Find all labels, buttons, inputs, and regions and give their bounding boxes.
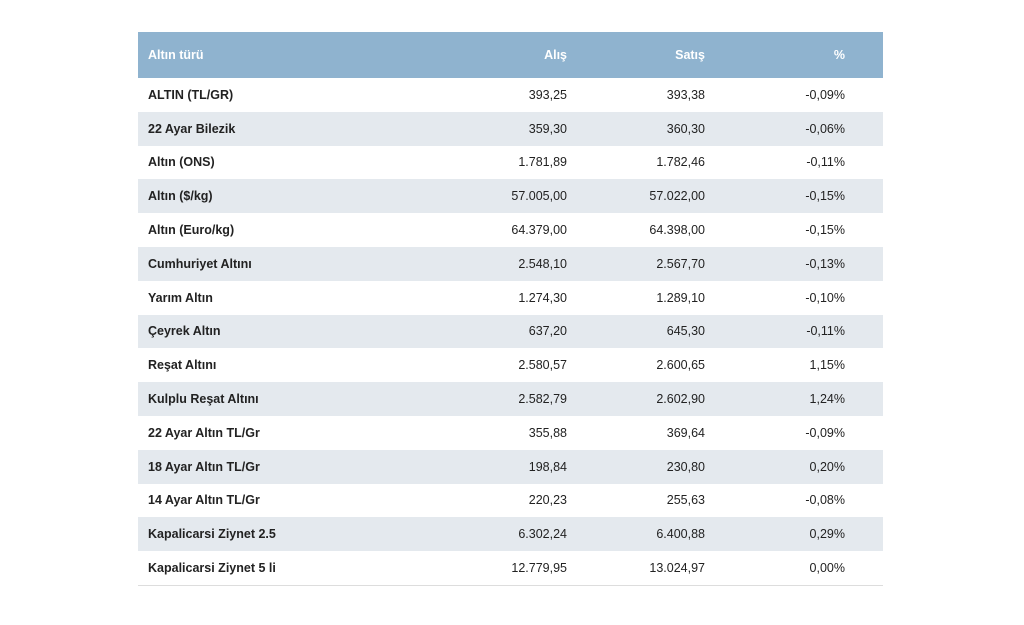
table-cell: 22 Ayar Altın TL/Gr [148, 425, 260, 440]
table-cell: -0,06% [715, 111, 883, 146]
table-row: Kulplu Reşat Altını 2.582,79 2.602,90 1,24% [138, 382, 883, 416]
table-cell: 220,23 [528, 493, 567, 508]
table-cell: 6.400,88 [575, 517, 715, 552]
table-cell: 0,29% [715, 517, 883, 552]
table-cell: 1,24% [715, 382, 883, 416]
table-cell: -0,10% [805, 290, 845, 305]
table-cell: 57.022,00 [575, 179, 715, 214]
table-cell: 2.567,70 [575, 246, 715, 281]
table-cell: 355,88 [528, 425, 567, 440]
table-row: Yarım Altın 1.274,30 1.289,10 -0,10% [138, 281, 883, 315]
table-cell: -0,13% [715, 246, 883, 281]
table-row: Altın (ONS) 1.781,89 1.782,46 -0,11% [138, 146, 883, 180]
table-cell: 255,63 [666, 493, 705, 508]
header-row: Altın türü Alış Satış% [138, 32, 883, 78]
header-cell: Altın türü [138, 32, 402, 78]
table-row: 22 Ayar Altın TL/Gr 355,88 369,64 -0,09% [138, 416, 883, 450]
table-row: 18 Ayar Altın TL/Gr 198,84 230,80 0,20% [138, 449, 883, 484]
header-cell: Alış [402, 32, 575, 78]
table-cell: 1.274,30 [518, 290, 567, 305]
table-cell: 6.302,24 [402, 517, 575, 552]
table-cell: 2.580,57 [518, 358, 567, 373]
table-cell: 360,30 [575, 111, 715, 146]
table-cell: 13.024,97 [649, 561, 705, 576]
table-row: 14 Ayar Altın TL/Gr 220,23 255,63 -0,08% [138, 484, 883, 518]
table-cell: 22 Ayar Bilezik [138, 111, 402, 146]
table-cell: 2.602,90 [575, 382, 715, 416]
table-cell: -0,08% [805, 493, 845, 508]
table-cell: Kapalicarsi Ziynet 5 li [148, 561, 276, 576]
table-cell: Kulplu Reşat Altını [138, 382, 402, 416]
table-cell: 393,38 [666, 87, 705, 102]
table-cell: 1.781,89 [518, 155, 567, 170]
table-row: Altın (Euro/kg) 64.379,00 64.398,00 -0,15% [138, 213, 883, 247]
table-cell: 64.398,00 [649, 223, 705, 238]
table-row: Çeyrek Altın 637,20 645,30 -0,11% [138, 314, 883, 349]
table-cell: 1.782,46 [656, 155, 705, 170]
table-cell: 2.582,79 [402, 382, 575, 416]
table-row: ALTIN (TL/GR) 393,25 393,38 -0,09% [138, 78, 883, 112]
table-cell: 645,30 [575, 314, 715, 349]
table-cell: 359,30 [402, 111, 575, 146]
table-body: ALTIN (TL/GR) 393,25 393,38 -0,09% 22 Ayar B… [138, 78, 883, 586]
table-cell: -0,15% [805, 223, 845, 238]
table-cell: 2.548,10 [402, 246, 575, 281]
table-cell: 64.379,00 [511, 223, 567, 238]
table-row: Reşat Altını 2.580,57 2.600,65 1,15% [138, 348, 883, 382]
table-cell: Altın (Euro/kg) [148, 223, 235, 238]
table-row: Kapalicarsi Ziynet 5 li 12.779,95 13.024,9… [138, 551, 883, 585]
table-cell: 1.289,10 [656, 290, 705, 305]
table-cell: 637,20 [402, 314, 575, 349]
table-row: Altın ($/kg) 57.005,00 57.022,00 -0,15% [138, 179, 883, 214]
table-cell: 14 Ayar Altın TL/Gr [148, 493, 260, 508]
table-cell: Altın (ONS) [148, 155, 215, 170]
gold-price-table: Altın türü Alış Satış% ALTIN (TL/GR) 393,25… [138, 32, 883, 586]
table-cell: 1,15% [809, 358, 845, 373]
table-cell: 230,80 [575, 449, 715, 484]
table-cell: 18 Ayar Altın TL/Gr [138, 449, 402, 484]
table-cell: -0,09% [805, 425, 845, 440]
table-cell: 57.005,00 [402, 179, 575, 214]
table-cell: -0,09% [805, 87, 845, 102]
table-cell: -0,11% [806, 155, 845, 170]
table-row: Cumhuriyet Altını 2.548,10 2.567,70 -0,13% [138, 246, 883, 281]
table-row: Kapalicarsi Ziynet 2.5 6.302,24 6.400,88 0,… [138, 517, 883, 552]
table-cell: 369,64 [666, 425, 705, 440]
table-row: 22 Ayar Bilezik 359,30 360,30 -0,06% [138, 111, 883, 146]
table-cell: Çeyrek Altın [138, 314, 402, 349]
table-cell: 0,20% [715, 449, 883, 484]
table-cell: 0,00% [809, 561, 845, 576]
table-cell: ALTIN (TL/GR) [148, 87, 234, 102]
table-cell: -0,11% [715, 314, 883, 349]
table-cell: 12.779,95 [511, 561, 567, 576]
table-cell: 198,84 [402, 449, 575, 484]
header-cell: Satış [575, 32, 715, 78]
table-cell: Kapalicarsi Ziynet 2.5 [138, 517, 402, 552]
table-cell: Yarım Altın [148, 290, 213, 305]
table-cell: 2.600,65 [656, 358, 705, 373]
table-cell: 393,25 [528, 87, 567, 102]
header-cell: % [715, 32, 883, 78]
table-cell: Reşat Altını [148, 358, 217, 373]
table-cell: -0,15% [715, 179, 883, 214]
table-cell: Cumhuriyet Altını [138, 246, 402, 281]
table-cell: Altın ($/kg) [138, 179, 402, 214]
